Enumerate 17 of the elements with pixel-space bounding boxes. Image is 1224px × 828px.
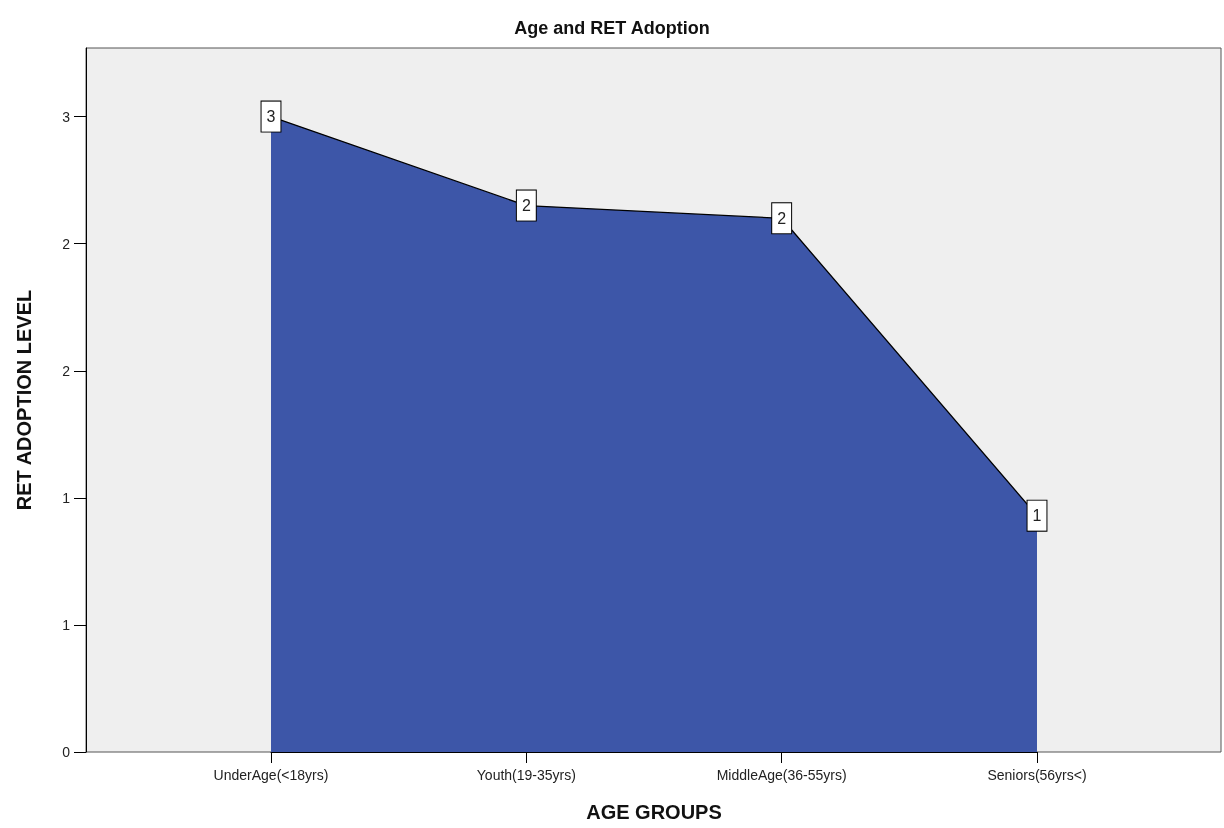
y-tick-label: 3: [62, 108, 71, 125]
y-tick-label: 1: [62, 489, 71, 506]
y-tick-label: 1: [62, 616, 71, 633]
y-axis-title: RET ADOPTION LEVEL: [13, 289, 35, 511]
data-label: 3: [266, 108, 276, 126]
data-label: 2: [521, 197, 531, 215]
data-label: 1: [1032, 507, 1042, 525]
x-tick-label: Youth(19-35yrs): [476, 767, 576, 783]
chart-title: Age and RET Adoption: [514, 18, 710, 38]
x-tick-label: Seniors(56yrs<): [987, 767, 1087, 783]
x-tick-label: MiddleAge(36-55yrs): [716, 767, 847, 783]
y-tick-label: 2: [62, 362, 71, 379]
y-tick-label: 0: [62, 744, 71, 760]
x-axis-title: AGE GROUPS: [586, 801, 722, 823]
data-label: 2: [777, 209, 787, 227]
x-tick-label: UnderAge(<18yrs): [213, 767, 329, 783]
y-tick-label: 2: [62, 235, 71, 252]
